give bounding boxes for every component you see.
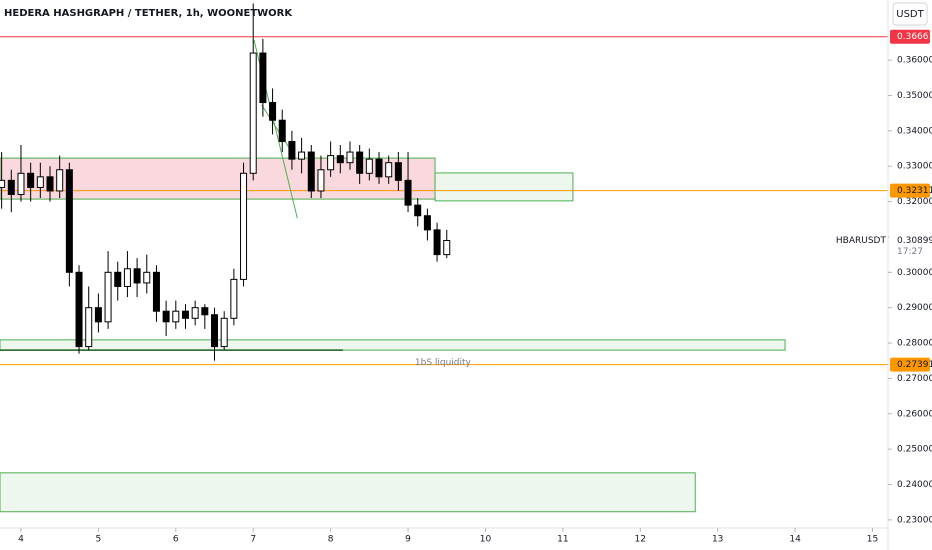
price-axis [889, 30, 932, 530]
candle-body [85, 307, 93, 348]
candle-body [259, 52, 267, 104]
annotation: 1bS liquidity [415, 358, 472, 368]
candle-body [75, 271, 83, 348]
candle-body [404, 179, 412, 206]
candle-body [104, 271, 112, 323]
y-tick-label: 0.27000 [897, 374, 932, 384]
y-tick-label: 0.26000 [897, 409, 932, 419]
candle-body [201, 307, 209, 316]
candle-body [317, 169, 325, 192]
candle-body [269, 102, 277, 121]
candle-body [94, 307, 102, 323]
zone [0, 339, 786, 351]
candle-body [414, 204, 422, 217]
candle-body [56, 169, 64, 192]
candle-body [181, 310, 189, 319]
y-tick-label: 0.30000 [897, 268, 932, 278]
y-tick-label: 0.24000 [897, 480, 932, 490]
candle-body [17, 172, 25, 196]
candle-body [162, 310, 170, 323]
x-tick-label: 12 [635, 535, 646, 545]
x-tick-label: 10 [480, 535, 492, 545]
plot-area [0, 3, 888, 513]
candle-body [65, 169, 73, 273]
chart-title: HEDERA HASHGRAPH / TETHER, 1h, WOONETWOR… [4, 8, 293, 19]
candle-body [230, 278, 238, 319]
currency-button[interactable] [892, 2, 928, 26]
candle-body [143, 271, 151, 284]
candle-body [7, 179, 15, 196]
candle-body [336, 155, 344, 164]
x-tick-label: 7 [250, 535, 256, 545]
candle-body [36, 176, 44, 188]
candle-body [443, 239, 451, 256]
level-price-box [890, 29, 930, 44]
candle-body [123, 268, 131, 287]
y-tick-label: 0.28000 [897, 339, 932, 349]
level-price-label: 0.32311 [897, 186, 932, 196]
candle-body [298, 151, 306, 160]
x-tick-label: 11 [557, 535, 568, 545]
x-tick-label: 14 [789, 535, 801, 545]
x-tick-label: 13 [712, 535, 723, 545]
candle-body [394, 162, 402, 181]
countdown: 17:27 [897, 247, 923, 257]
candle-body [46, 176, 54, 192]
y-tick-label: 0.36000 [897, 56, 932, 66]
last-price-box [889, 232, 932, 259]
x-tick-label: 9 [405, 535, 411, 545]
candle-body [220, 317, 228, 348]
candle-body [191, 307, 199, 319]
candle-body [375, 158, 383, 178]
currency-label[interactable]: USDT [896, 9, 924, 20]
candle-body [27, 172, 35, 188]
level-price-box [890, 183, 930, 198]
y-tick-label: 0.34000 [897, 126, 932, 136]
zone [0, 472, 696, 513]
candle-body [152, 271, 160, 312]
candle-body [114, 271, 122, 287]
x-tick-label: 6 [173, 535, 179, 545]
y-tick-label: 0.33000 [897, 162, 932, 172]
candle-body [288, 140, 296, 160]
candle-body [307, 151, 315, 192]
candle-body [346, 151, 354, 164]
y-tick-label: 0.25000 [897, 445, 932, 455]
level-price-box [890, 357, 930, 372]
level-price-label: 0.36661 [897, 32, 932, 42]
candle-body [327, 155, 335, 171]
y-tick-label: 0.35000 [897, 91, 932, 101]
x-tick-label: 4 [18, 535, 24, 545]
candle-body [356, 151, 364, 174]
last-symbol: HBARUSDT [836, 236, 887, 246]
candle-body [433, 229, 441, 256]
trendline [261, 104, 293, 153]
candle-body [211, 314, 219, 348]
candle-body [385, 162, 393, 178]
candle-body [423, 215, 431, 231]
x-tick-label: 8 [328, 535, 334, 545]
last-price-label: 0.30899 [897, 236, 932, 246]
y-tick-label: 0.29000 [897, 303, 932, 313]
candle-body [278, 119, 286, 142]
zone [434, 172, 574, 202]
x-tick-label: 15 [867, 535, 878, 545]
candle-body [365, 158, 373, 174]
x-tick-label: 5 [96, 535, 102, 545]
level-price-label: 0.27391 [897, 360, 932, 370]
candle-body [172, 310, 180, 323]
candle-body [240, 172, 248, 280]
y-tick-label: 0.32000 [897, 197, 932, 207]
candle-body [249, 52, 257, 174]
y-tick-label: 0.23000 [897, 515, 932, 525]
candle-body [133, 268, 141, 284]
candle-body [0, 179, 6, 188]
